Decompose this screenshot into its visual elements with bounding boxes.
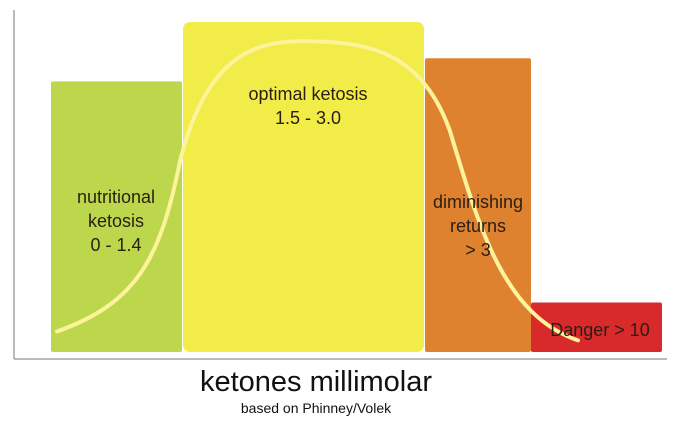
x-axis-label: ketones millimolar — [199, 366, 433, 398]
zone-bars — [51, 22, 662, 353]
diminishing-returns-label-line: > 3 — [465, 240, 491, 260]
nutritional-ketosis-label-line: 0 - 1.4 — [90, 235, 141, 255]
nutritional-ketosis-bar — [51, 81, 182, 353]
nutritional-ketosis-label-line: nutritional — [77, 187, 155, 207]
diminishing-returns-label-line: diminishing — [433, 192, 523, 212]
optimal-ketosis-label-line: 1.5 - 3.0 — [275, 108, 341, 128]
nutritional-ketosis-label-line: ketosis — [88, 211, 144, 231]
chart-subtitle: based on Phinney/Volek — [240, 400, 392, 416]
optimal-ketosis-bar — [183, 22, 424, 352]
ketosis-curve — [55, 39, 580, 343]
diminishing-returns-label-line: returns — [450, 216, 506, 236]
danger-label-line: Danger > 10 — [550, 320, 650, 340]
optimal-ketosis-label-line: optimal ketosis — [248, 84, 367, 104]
danger-bar — [531, 302, 662, 352]
zone-labels: nutritional ketosis 0 - 1.4 optimal ketosis… — [77, 84, 650, 340]
